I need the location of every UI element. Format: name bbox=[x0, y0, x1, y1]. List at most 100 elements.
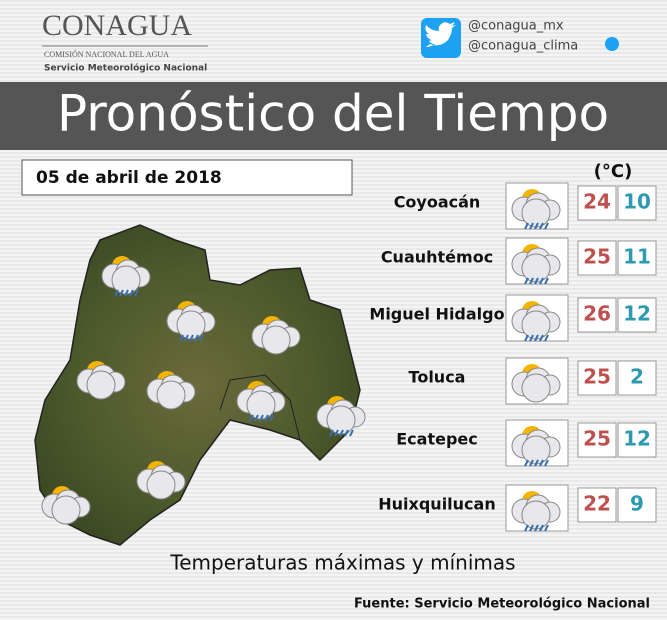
city: Ecatepec bbox=[396, 430, 478, 449]
rain bbox=[264, 414, 269, 422]
rain bbox=[534, 524, 539, 532]
min-temp: 12 bbox=[623, 427, 651, 451]
min-box bbox=[617, 240, 657, 276]
min-temp: 2 bbox=[630, 365, 644, 389]
weather-icon bbox=[146, 371, 196, 410]
max-temp: 25 bbox=[583, 427, 611, 451]
rain bbox=[334, 429, 339, 437]
rain bbox=[539, 524, 544, 532]
max-temp: 25 bbox=[583, 245, 611, 269]
min-box bbox=[617, 487, 657, 523]
rain bbox=[259, 414, 264, 422]
rain bbox=[249, 414, 254, 422]
rain bbox=[544, 277, 549, 285]
weather-icon bbox=[505, 182, 569, 230]
city: Toluca bbox=[409, 368, 466, 387]
rain bbox=[534, 277, 539, 285]
source: Fuente: Servicio Meteorológico Nacional bbox=[354, 597, 650, 612]
max-box bbox=[577, 185, 617, 221]
rain bbox=[254, 414, 259, 422]
max-temp: 26 bbox=[583, 302, 611, 326]
rain bbox=[529, 222, 534, 230]
max-temp: 22 bbox=[583, 492, 611, 516]
twitter-handle: @conagua_mx bbox=[468, 19, 564, 34]
rain bbox=[329, 429, 334, 437]
max-temp: 24 bbox=[583, 190, 611, 214]
cloud bbox=[521, 198, 551, 228]
cloud bbox=[176, 310, 206, 340]
weather-icon bbox=[166, 301, 216, 342]
rain bbox=[124, 289, 129, 297]
weather-icon bbox=[251, 316, 301, 355]
cloud bbox=[326, 405, 356, 435]
weather-icon bbox=[505, 357, 569, 405]
min-box bbox=[617, 422, 657, 458]
rain bbox=[534, 222, 539, 230]
city: Huixquilucan bbox=[378, 495, 495, 514]
map-border bbox=[219, 374, 301, 441]
agency: COMISIÓN NACIONAL DEL AGUA bbox=[44, 49, 169, 59]
weather-icon bbox=[505, 237, 569, 285]
cloud bbox=[246, 390, 276, 420]
weather-icon bbox=[41, 486, 91, 525]
weather-icon bbox=[76, 361, 126, 400]
min-temp: 9 bbox=[630, 492, 644, 516]
twitter-bird bbox=[425, 22, 456, 47]
rain bbox=[199, 334, 204, 342]
max-box bbox=[577, 360, 617, 396]
cloud bbox=[156, 380, 186, 410]
rain bbox=[344, 429, 349, 437]
date: 05 de abril de 2018 bbox=[36, 168, 222, 188]
rain bbox=[539, 334, 544, 342]
max-box bbox=[577, 487, 617, 523]
cloud bbox=[111, 265, 141, 295]
title-bar bbox=[0, 82, 667, 150]
min-box bbox=[617, 297, 657, 333]
rain bbox=[524, 524, 529, 532]
cloud bbox=[51, 495, 81, 525]
min-temp: 11 bbox=[623, 245, 651, 269]
logo: CONAGUA bbox=[42, 9, 192, 42]
rain bbox=[269, 414, 274, 422]
rain bbox=[544, 524, 549, 532]
weather-icon bbox=[316, 396, 366, 437]
max-box bbox=[577, 240, 617, 276]
rain bbox=[544, 459, 549, 467]
rain bbox=[339, 429, 344, 437]
date-box bbox=[21, 159, 353, 196]
cloud bbox=[86, 370, 116, 400]
city: Miguel Hidalgo bbox=[369, 305, 504, 324]
rain bbox=[534, 334, 539, 342]
title: Pronóstico del Tiempo bbox=[57, 85, 609, 143]
rain bbox=[119, 289, 124, 297]
cloud bbox=[521, 373, 551, 403]
weather-icon bbox=[505, 294, 569, 342]
verified-badge bbox=[605, 37, 619, 51]
rain bbox=[539, 277, 544, 285]
min-box bbox=[617, 360, 657, 396]
weather-icon bbox=[101, 256, 151, 297]
weather-icon bbox=[505, 484, 569, 532]
cloud bbox=[146, 470, 176, 500]
rain bbox=[114, 289, 119, 297]
city: Coyoacán bbox=[394, 193, 481, 212]
cloud bbox=[521, 253, 551, 283]
rain bbox=[184, 334, 189, 342]
rain bbox=[134, 289, 139, 297]
weather-icon bbox=[236, 381, 286, 422]
rain bbox=[544, 222, 549, 230]
rain bbox=[524, 222, 529, 230]
rain bbox=[349, 429, 354, 437]
rain bbox=[194, 334, 199, 342]
rain bbox=[524, 459, 529, 467]
twitter-handle: @conagua_clima bbox=[468, 39, 578, 54]
rain bbox=[539, 222, 544, 230]
rain bbox=[529, 524, 534, 532]
city: Cuauhtémoc bbox=[381, 248, 493, 267]
cloud bbox=[261, 325, 291, 355]
rain bbox=[539, 459, 544, 467]
weather-icon bbox=[505, 419, 569, 467]
service: Servicio Meteorológico Nacional bbox=[44, 63, 207, 74]
